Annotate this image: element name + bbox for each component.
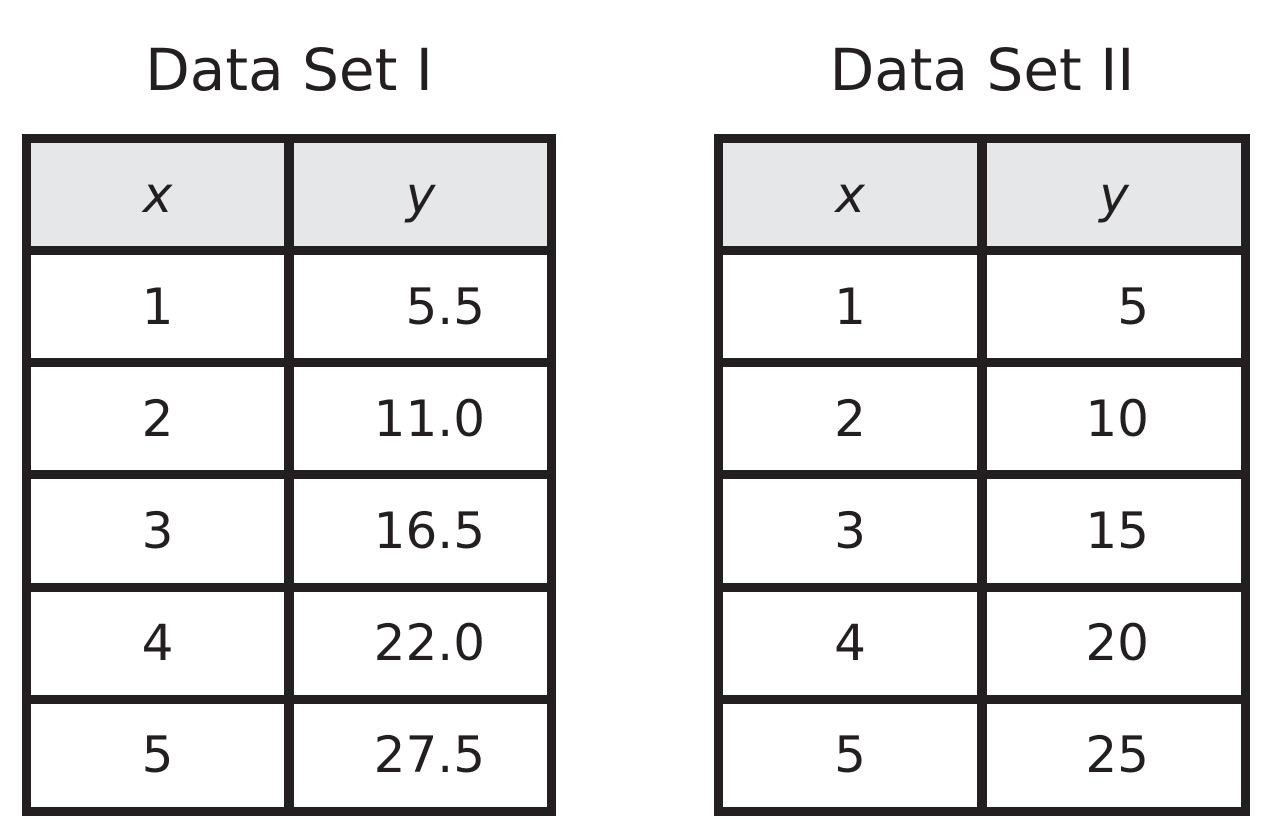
y-cell: 10 — [987, 367, 1241, 471]
x-cell: 1 — [723, 255, 977, 359]
column-header-y: y — [987, 143, 1241, 246]
y-cell: 25 — [987, 703, 1241, 807]
y-cell: 20 — [987, 591, 1241, 695]
y-cell: 22.0 — [294, 591, 547, 695]
column-header-y: y — [294, 143, 547, 246]
y-cell: 5.5 — [294, 255, 547, 359]
x-cell: 2 — [723, 367, 977, 471]
x-cell: 5 — [31, 703, 284, 807]
column-header-x: x — [31, 143, 284, 246]
table-title: Data Set I — [145, 36, 433, 104]
y-cell: 27.5 — [294, 703, 547, 807]
y-cell: 5 — [987, 255, 1241, 359]
y-cell: 15 — [987, 479, 1241, 583]
x-cell: 3 — [723, 479, 977, 583]
data-table: x y 1 5 2 10 3 15 4 20 5 25 — [714, 134, 1250, 816]
y-cell: 11.0 — [294, 367, 547, 471]
table-title: Data Set II — [829, 36, 1135, 104]
x-cell: 3 — [31, 479, 284, 583]
x-cell: 5 — [723, 703, 977, 807]
y-cell: 16.5 — [294, 479, 547, 583]
data-table: x y 1 5.5 2 11.0 3 16.5 4 22.0 5 27.5 — [22, 134, 556, 816]
column-header-x: x — [723, 143, 977, 246]
x-cell: 2 — [31, 367, 284, 471]
x-cell: 4 — [723, 591, 977, 695]
x-cell: 4 — [31, 591, 284, 695]
x-cell: 1 — [31, 255, 284, 359]
